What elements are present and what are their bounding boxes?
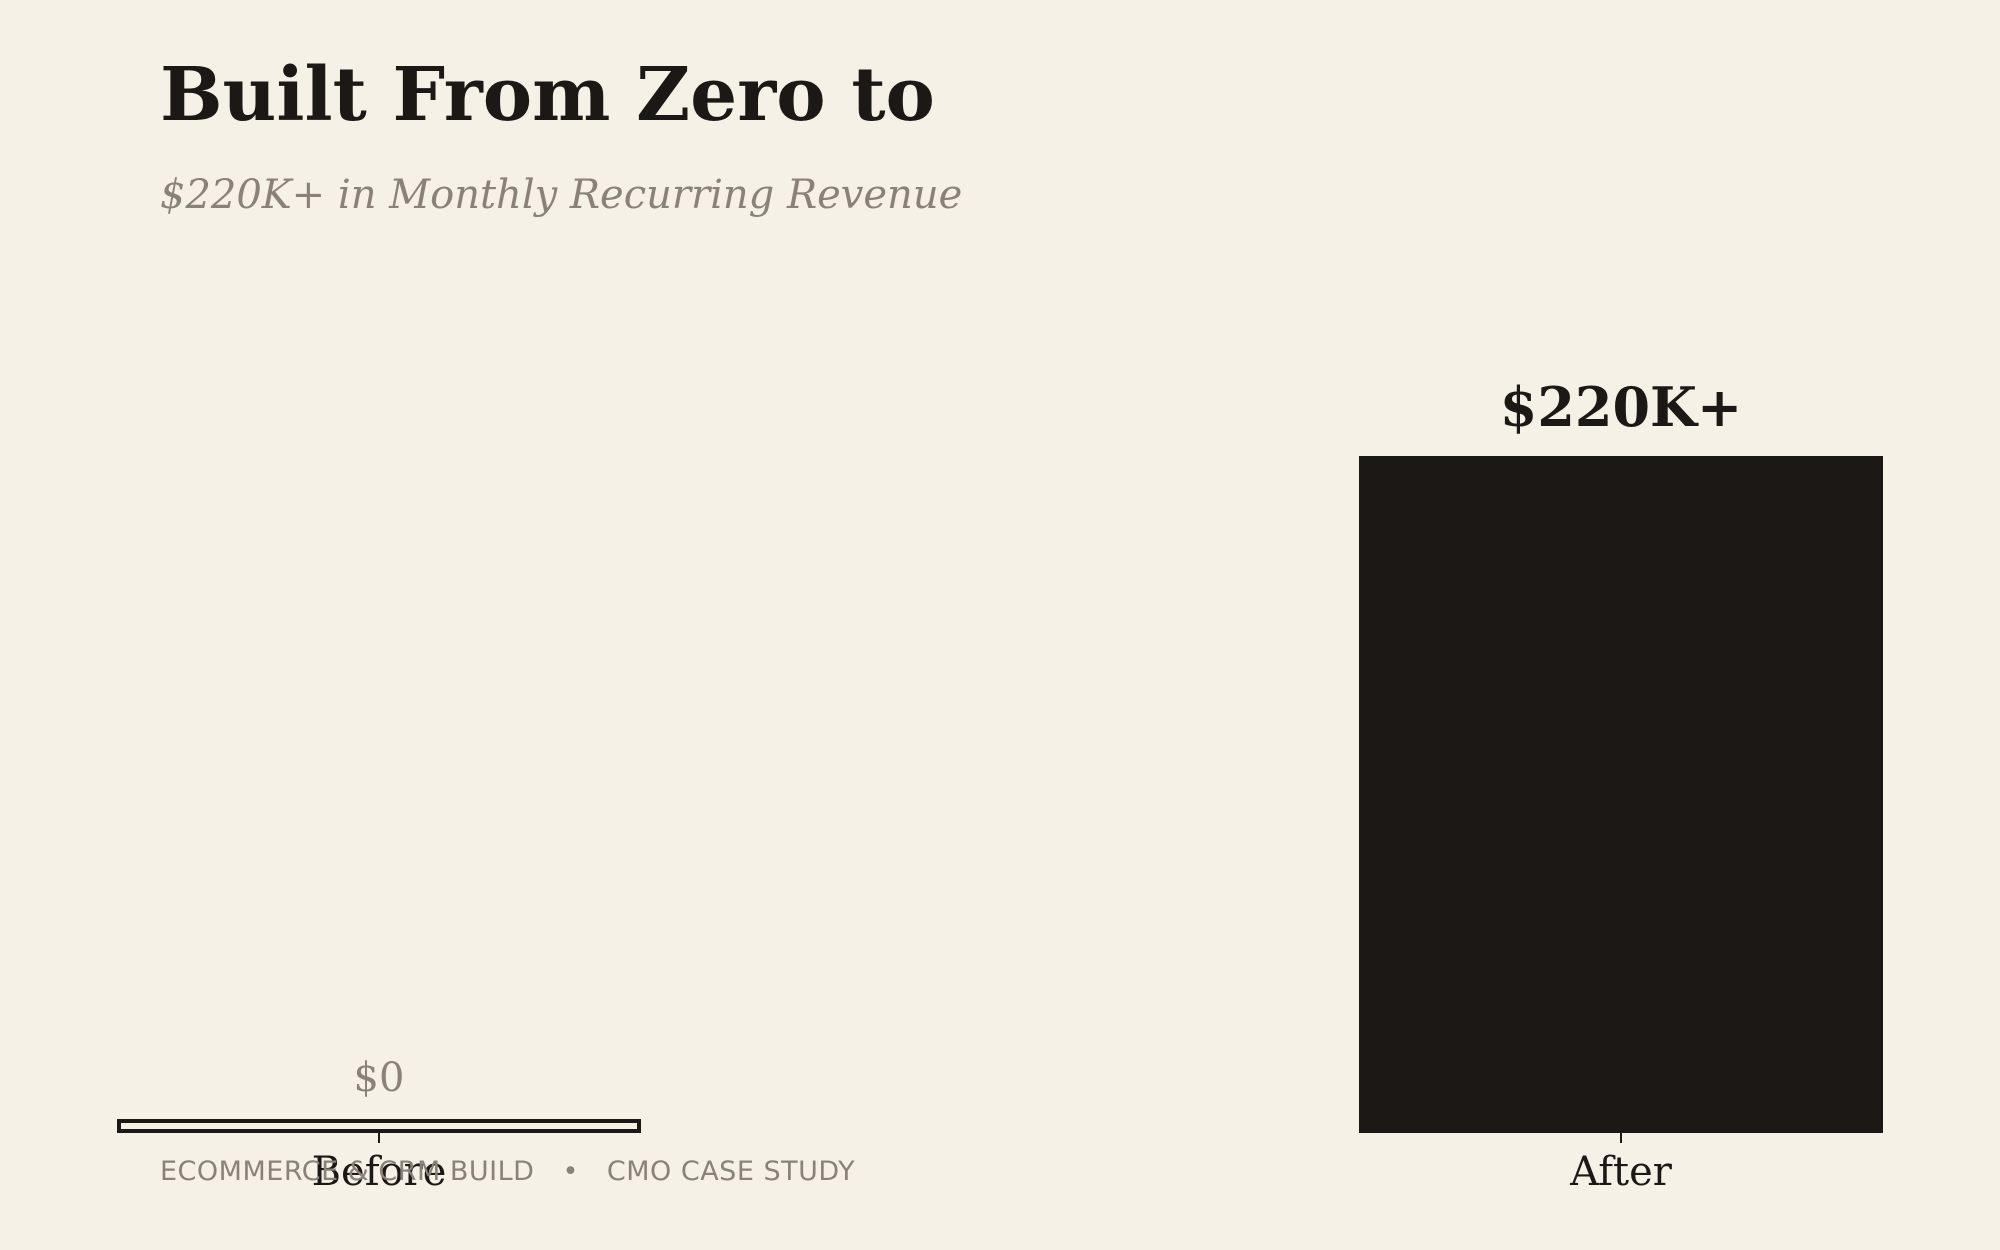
chart-title: Built From Zero to [160,52,935,138]
x-tick-label-after: After [1569,1149,1673,1195]
data-label-before: $0 [354,1055,405,1101]
footer-separator: • [562,1156,579,1187]
chart-subtitle: $220K+ in Monthly Recurring Revenue [160,172,963,218]
bar-before [117,1119,641,1133]
x-tick-label-before: Before [312,1149,447,1195]
data-label-after: $220K+ [1500,375,1742,439]
footer-right-label: CMO CASE STUDY [606,1156,856,1187]
bars-layer: Before $0 After $220K+ [117,375,1883,1195]
bar-after [1359,456,1883,1133]
footer: ECOMMERCE & CRM BUILD • CMO CASE STUDY [160,1156,855,1187]
footer-left-label: ECOMMERCE & CRM BUILD [160,1156,535,1187]
